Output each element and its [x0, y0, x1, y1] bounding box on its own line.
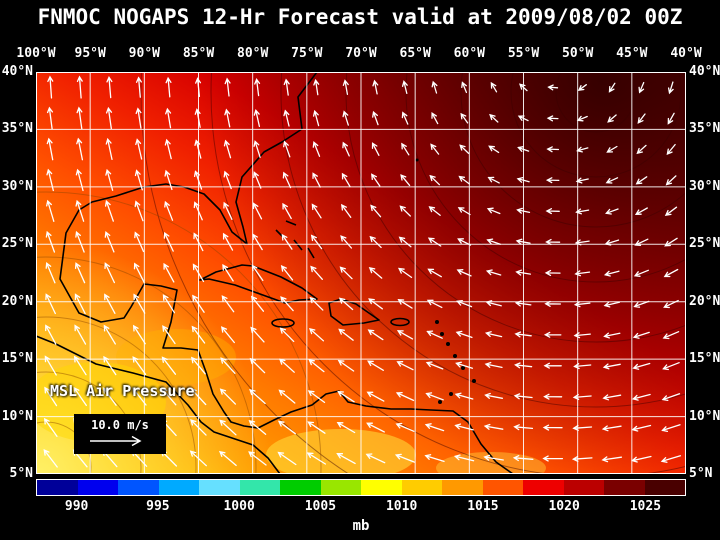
lat-label: 30°N	[689, 178, 720, 194]
colorbar-segment	[523, 480, 564, 495]
longitude-axis: 100°W 95°W 90°W 85°W 80°W 75°W 70°W 65°W 60°W 55°…	[0, 46, 720, 62]
lat-label: 5°N	[9, 466, 33, 481]
lon-label: 70°W	[345, 46, 377, 61]
colorbar-tick: 1005	[304, 499, 337, 514]
lat-label: 5°N	[689, 466, 713, 481]
pressure-map	[36, 72, 686, 474]
lat-label: 35°N	[689, 121, 720, 137]
colorbar-segment	[482, 480, 523, 495]
wind-scale-arrow	[90, 435, 142, 447]
map-border	[36, 72, 686, 474]
lon-label: 55°W	[507, 46, 540, 61]
colorbar-segment	[644, 480, 685, 495]
colorbar-segment	[77, 480, 118, 495]
colorbar-tick: 1010	[385, 499, 418, 514]
bermuda	[415, 158, 419, 162]
map-area: MSL Air Pressure 10.0 m/s	[36, 72, 686, 474]
colorbar-segment	[563, 480, 604, 495]
colorbar-segment	[118, 480, 159, 495]
lon-label: 100°W	[16, 46, 56, 61]
lon-label: 90°W	[128, 46, 160, 61]
lat-label: 25°N	[689, 236, 720, 252]
colorbar-segment	[320, 480, 361, 495]
colorbar-segment	[158, 480, 199, 495]
colorbar-segment	[401, 480, 442, 495]
lat-label: 35°N	[1, 121, 33, 137]
wind-scale-label: 10.0 m/s	[91, 418, 149, 432]
lon-label: 75°W	[291, 46, 323, 61]
lesser-antilles	[415, 158, 476, 404]
lat-label: 25°N	[1, 236, 33, 252]
lon-label: 45°W	[616, 46, 648, 61]
lon-label: 85°W	[182, 46, 215, 61]
lat-label: 30°N	[1, 178, 33, 194]
colorbar-segment	[239, 480, 280, 495]
page-title: FNMOC NOGAPS 12-Hr Forecast valid at 200…	[37, 5, 683, 29]
field-label: MSL Air Pressure	[50, 382, 195, 400]
lon-label: 40°W	[670, 46, 702, 61]
colorbar-tick: 995	[146, 499, 170, 514]
coastline-jamaica	[271, 318, 295, 328]
yellow-patch	[266, 429, 416, 474]
lat-label: 20°N	[1, 293, 33, 309]
lat-label: 40°N	[689, 64, 720, 79]
colorbar-ticks: 990 995 1000 1005 1010 1015 1020 1025	[0, 499, 720, 515]
colorbar-tick: 1015	[467, 499, 499, 514]
colorbar-tick: 990	[64, 499, 89, 514]
pressure-colorbar	[36, 479, 686, 496]
colorbar-segment	[361, 480, 402, 495]
lon-label: 80°W	[237, 46, 269, 61]
colorbar-unit: mb	[352, 518, 370, 534]
coastline-bahamas	[275, 220, 315, 259]
wind-scale-box: 10.0 m/s	[74, 414, 166, 454]
lat-label: 40°N	[1, 64, 33, 79]
lat-label: 10°N	[1, 408, 33, 424]
colorbar-tick: 1025	[629, 499, 662, 514]
lat-label: 10°N	[689, 408, 720, 424]
colorbar-segment	[37, 480, 78, 495]
lat-label: 15°N	[1, 351, 33, 367]
lat-label: 15°N	[689, 351, 720, 367]
lat-label: 20°N	[689, 293, 720, 309]
colorbar-segment	[280, 480, 321, 495]
colorbar-tick: 1000	[223, 499, 255, 514]
coastline-cuba	[199, 264, 318, 304]
coastline-puerto-rico	[390, 317, 410, 327]
colorbar-segment	[199, 480, 240, 495]
coastline-north-america	[59, 72, 514, 474]
wind-arrow-paths	[43, 75, 682, 468]
lon-label: 65°W	[399, 46, 431, 61]
colorbar-segment	[442, 480, 483, 495]
lon-label: 50°W	[562, 46, 594, 61]
lon-label: 95°W	[74, 46, 106, 61]
colorbar-segment	[604, 480, 645, 495]
colorbar-tick: 1020	[548, 499, 580, 514]
wind-vectors	[43, 75, 682, 468]
lon-label: 60°W	[453, 46, 485, 61]
